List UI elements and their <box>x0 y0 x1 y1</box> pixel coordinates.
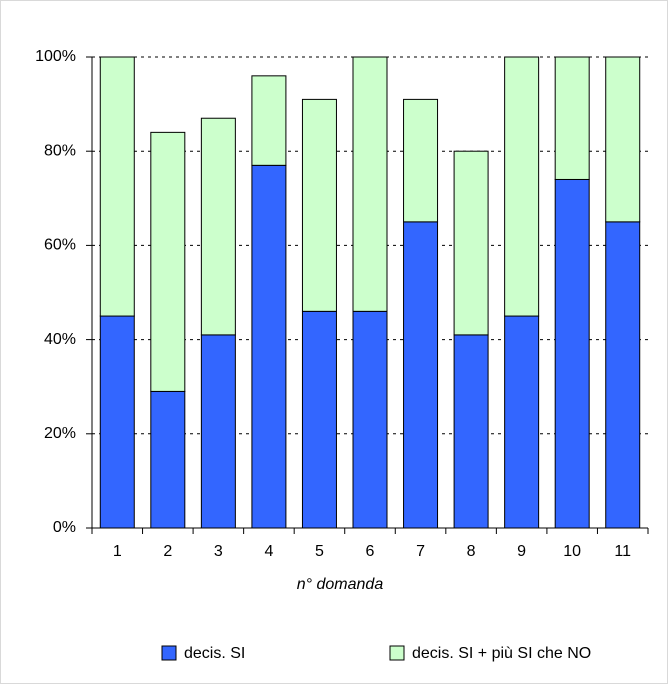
y-tick-label: 20% <box>44 425 76 442</box>
x-tick-label: 9 <box>517 543 526 560</box>
bar-segment <box>200 117 236 336</box>
bar-segment <box>99 315 135 529</box>
bar-segment <box>554 56 590 180</box>
bar-segment <box>150 390 186 529</box>
bar-segment <box>453 334 489 529</box>
bar-segment <box>200 334 236 529</box>
x-tick-label: 4 <box>264 543 273 560</box>
bar-segment <box>99 56 135 317</box>
bar-segment <box>301 98 337 312</box>
bar-segment <box>605 221 641 529</box>
x-axis-title: n° domanda <box>297 576 384 593</box>
x-tick-label: 2 <box>163 543 172 560</box>
bar-segment <box>301 310 337 529</box>
bar-segment <box>605 56 641 223</box>
x-tick-label: 5 <box>315 543 324 560</box>
bar-segment <box>504 315 540 529</box>
y-tick-label: 60% <box>44 237 76 254</box>
bar-segment <box>504 56 540 317</box>
y-tick-label: 100% <box>35 48 76 65</box>
y-tick-label: 80% <box>44 142 76 159</box>
bar-segment <box>251 75 287 166</box>
legend-label: decis. SI + più SI che NO <box>412 645 591 662</box>
bar-segment <box>150 131 186 392</box>
bar-segment <box>453 150 489 336</box>
x-tick-label: 8 <box>467 543 476 560</box>
bar-segment <box>352 310 388 529</box>
bar-segment <box>403 221 439 529</box>
x-tick-label: 11 <box>614 543 631 560</box>
bar-segment <box>554 178 590 529</box>
x-tick-label: 10 <box>563 543 581 560</box>
legend-swatch <box>389 645 405 661</box>
bar-segment <box>403 98 439 223</box>
y-tick-label: 40% <box>44 331 76 348</box>
x-tick-label: 3 <box>214 543 223 560</box>
x-tick-label: 1 <box>113 543 122 560</box>
y-tick-label: 0% <box>53 519 76 536</box>
legend-swatch <box>161 645 177 661</box>
legend-label: decis. SI <box>184 645 245 662</box>
bar-segment <box>352 56 388 312</box>
x-tick-label: 6 <box>366 543 375 560</box>
bar-segment <box>251 164 287 529</box>
x-tick-label: 7 <box>416 543 425 560</box>
